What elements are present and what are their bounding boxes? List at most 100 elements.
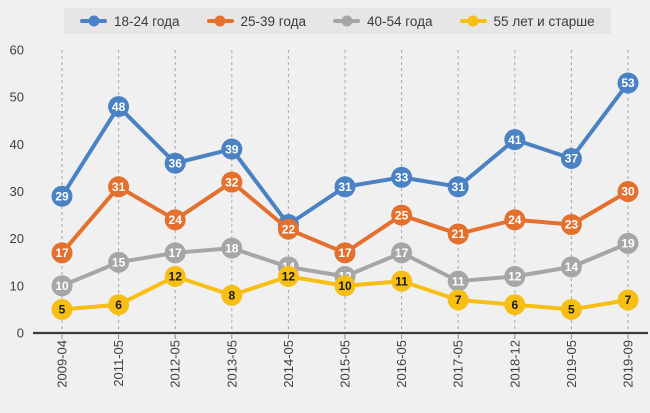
series-0-data-label: 36 xyxy=(169,156,183,170)
series-1-marker xyxy=(277,218,299,240)
series-2-marker xyxy=(221,237,243,259)
series-0-data-label: 53 xyxy=(621,76,635,90)
series-0-marker xyxy=(164,152,186,174)
x-category-label: 2013-05 xyxy=(224,340,239,388)
series-1-marker xyxy=(334,242,356,264)
series-1-marker xyxy=(221,171,243,193)
series-3-data-label: 5 xyxy=(568,303,575,317)
series-3-marker xyxy=(504,294,526,316)
series-3-data-label: 12 xyxy=(169,270,183,284)
x-category-label: 2019-05 xyxy=(564,340,579,388)
series-3-group: 5 6 12 8 12 10 11 7 6 5 7 xyxy=(51,265,639,320)
y-tick-label: 0 xyxy=(17,326,24,341)
series-2-data-label: 17 xyxy=(169,246,183,260)
legend-item-0: 18-24 года xyxy=(80,14,180,29)
series-1-data-label: 31 xyxy=(112,180,126,194)
legend-dot-icon xyxy=(341,15,353,27)
series-0-marker xyxy=(391,166,413,188)
series-3-marker xyxy=(221,284,243,306)
x-category-label: 2019-09 xyxy=(621,340,636,388)
x-category-label: 2017-05 xyxy=(451,340,466,388)
y-tick-label: 40 xyxy=(10,137,24,152)
series-3-marker xyxy=(391,270,413,292)
series-2-data-label: 15 xyxy=(112,255,126,269)
series-0-marker xyxy=(221,138,243,160)
series-2-data-label: 19 xyxy=(621,237,635,251)
x-axis-ticks: 2009-04 2011-05 2012-05 2013-05 2014-05 2015-… xyxy=(55,334,636,388)
y-axis-ticks: 0 10 20 30 40 50 60 xyxy=(10,43,24,341)
series-2-marker xyxy=(391,242,413,264)
series-1-marker xyxy=(108,176,130,198)
series-3-marker xyxy=(560,298,582,320)
series-3-data-label: 6 xyxy=(511,298,518,312)
series-0-data-label: 48 xyxy=(112,100,126,114)
legend-dot-icon xyxy=(88,15,99,27)
series-3-data-label: 5 xyxy=(59,303,66,317)
series-2-marker xyxy=(447,270,469,292)
series-0-marker xyxy=(108,96,130,118)
series-2-marker xyxy=(617,232,639,254)
series-0-marker xyxy=(447,176,469,198)
y-tick-label: 10 xyxy=(10,278,24,293)
x-category-label: 2009-04 xyxy=(55,340,70,388)
series-3-marker xyxy=(447,289,469,311)
series-1-data-label: 23 xyxy=(565,218,579,232)
legend-dot-icon xyxy=(467,15,479,27)
legend-label: 40-54 года xyxy=(367,13,433,29)
series-1-marker xyxy=(391,204,413,226)
legend-item-3: 55 лет и старше xyxy=(459,13,595,29)
series-1-marker xyxy=(447,223,469,245)
series-0-group: 29 48 36 39 23 31 33 31 41 37 53 xyxy=(51,72,639,236)
series-0-marker xyxy=(560,147,582,169)
series-2-marker xyxy=(560,256,582,278)
series-3-data-label: 8 xyxy=(228,288,235,302)
y-tick-label: 20 xyxy=(10,231,24,246)
y-tick-label: 50 xyxy=(10,90,24,105)
series-3-marker xyxy=(51,298,73,320)
series-2-marker xyxy=(51,275,73,297)
x-category-label: 2014-05 xyxy=(281,340,296,388)
series-3-marker xyxy=(108,294,130,316)
series-3-data-label: 12 xyxy=(282,270,296,284)
series-3-marker xyxy=(277,265,299,287)
series-1-data-label: 30 xyxy=(621,185,635,199)
x-category-label: 2012-05 xyxy=(168,340,183,388)
series-2-marker xyxy=(164,242,186,264)
series-2-data-label: 17 xyxy=(395,246,409,260)
series-1-marker xyxy=(164,209,186,231)
series-3-data-label: 10 xyxy=(338,279,352,293)
series-0-marker xyxy=(51,185,73,207)
legend-item-1: 25-39 года xyxy=(206,14,306,29)
legend-item-2: 40-54 года xyxy=(333,14,433,29)
series-1-data-label: 24 xyxy=(169,213,183,227)
series-3-marker xyxy=(164,265,186,287)
x-category-label: 2011-05 xyxy=(111,340,126,387)
legend-label: 18-24 года xyxy=(114,13,180,29)
series-1-marker xyxy=(51,242,73,264)
x-category-label: 2018-12 xyxy=(507,340,522,388)
series-2-marker xyxy=(504,265,526,287)
series-3-data-label: 11 xyxy=(395,274,408,288)
legend-line-marker-icon xyxy=(333,15,361,27)
series-0-marker xyxy=(504,129,526,151)
series-0-data-label: 31 xyxy=(452,180,466,194)
series-1-marker xyxy=(560,214,582,236)
series-1-data-label: 17 xyxy=(55,246,69,260)
series-2-data-label: 18 xyxy=(225,241,239,255)
series-1-data-label: 24 xyxy=(508,213,522,227)
series-0-marker xyxy=(617,72,639,94)
series-1-marker xyxy=(504,209,526,231)
series-0-data-label: 31 xyxy=(338,180,352,194)
series-3-data-label: 6 xyxy=(115,298,122,312)
series-0-data-label: 37 xyxy=(565,152,579,166)
x-category-label: 2015-05 xyxy=(338,340,353,388)
y-tick-label: 60 xyxy=(10,43,24,58)
x-category-label: 2016-05 xyxy=(394,340,409,388)
legend-line-marker-icon xyxy=(459,15,487,27)
series-1-data-label: 22 xyxy=(282,222,296,236)
series-0-data-label: 39 xyxy=(225,142,239,156)
series-1-group: 17 31 24 32 22 17 25 21 24 23 30 xyxy=(51,171,639,264)
legend-label: 55 лет и старше xyxy=(493,13,595,29)
